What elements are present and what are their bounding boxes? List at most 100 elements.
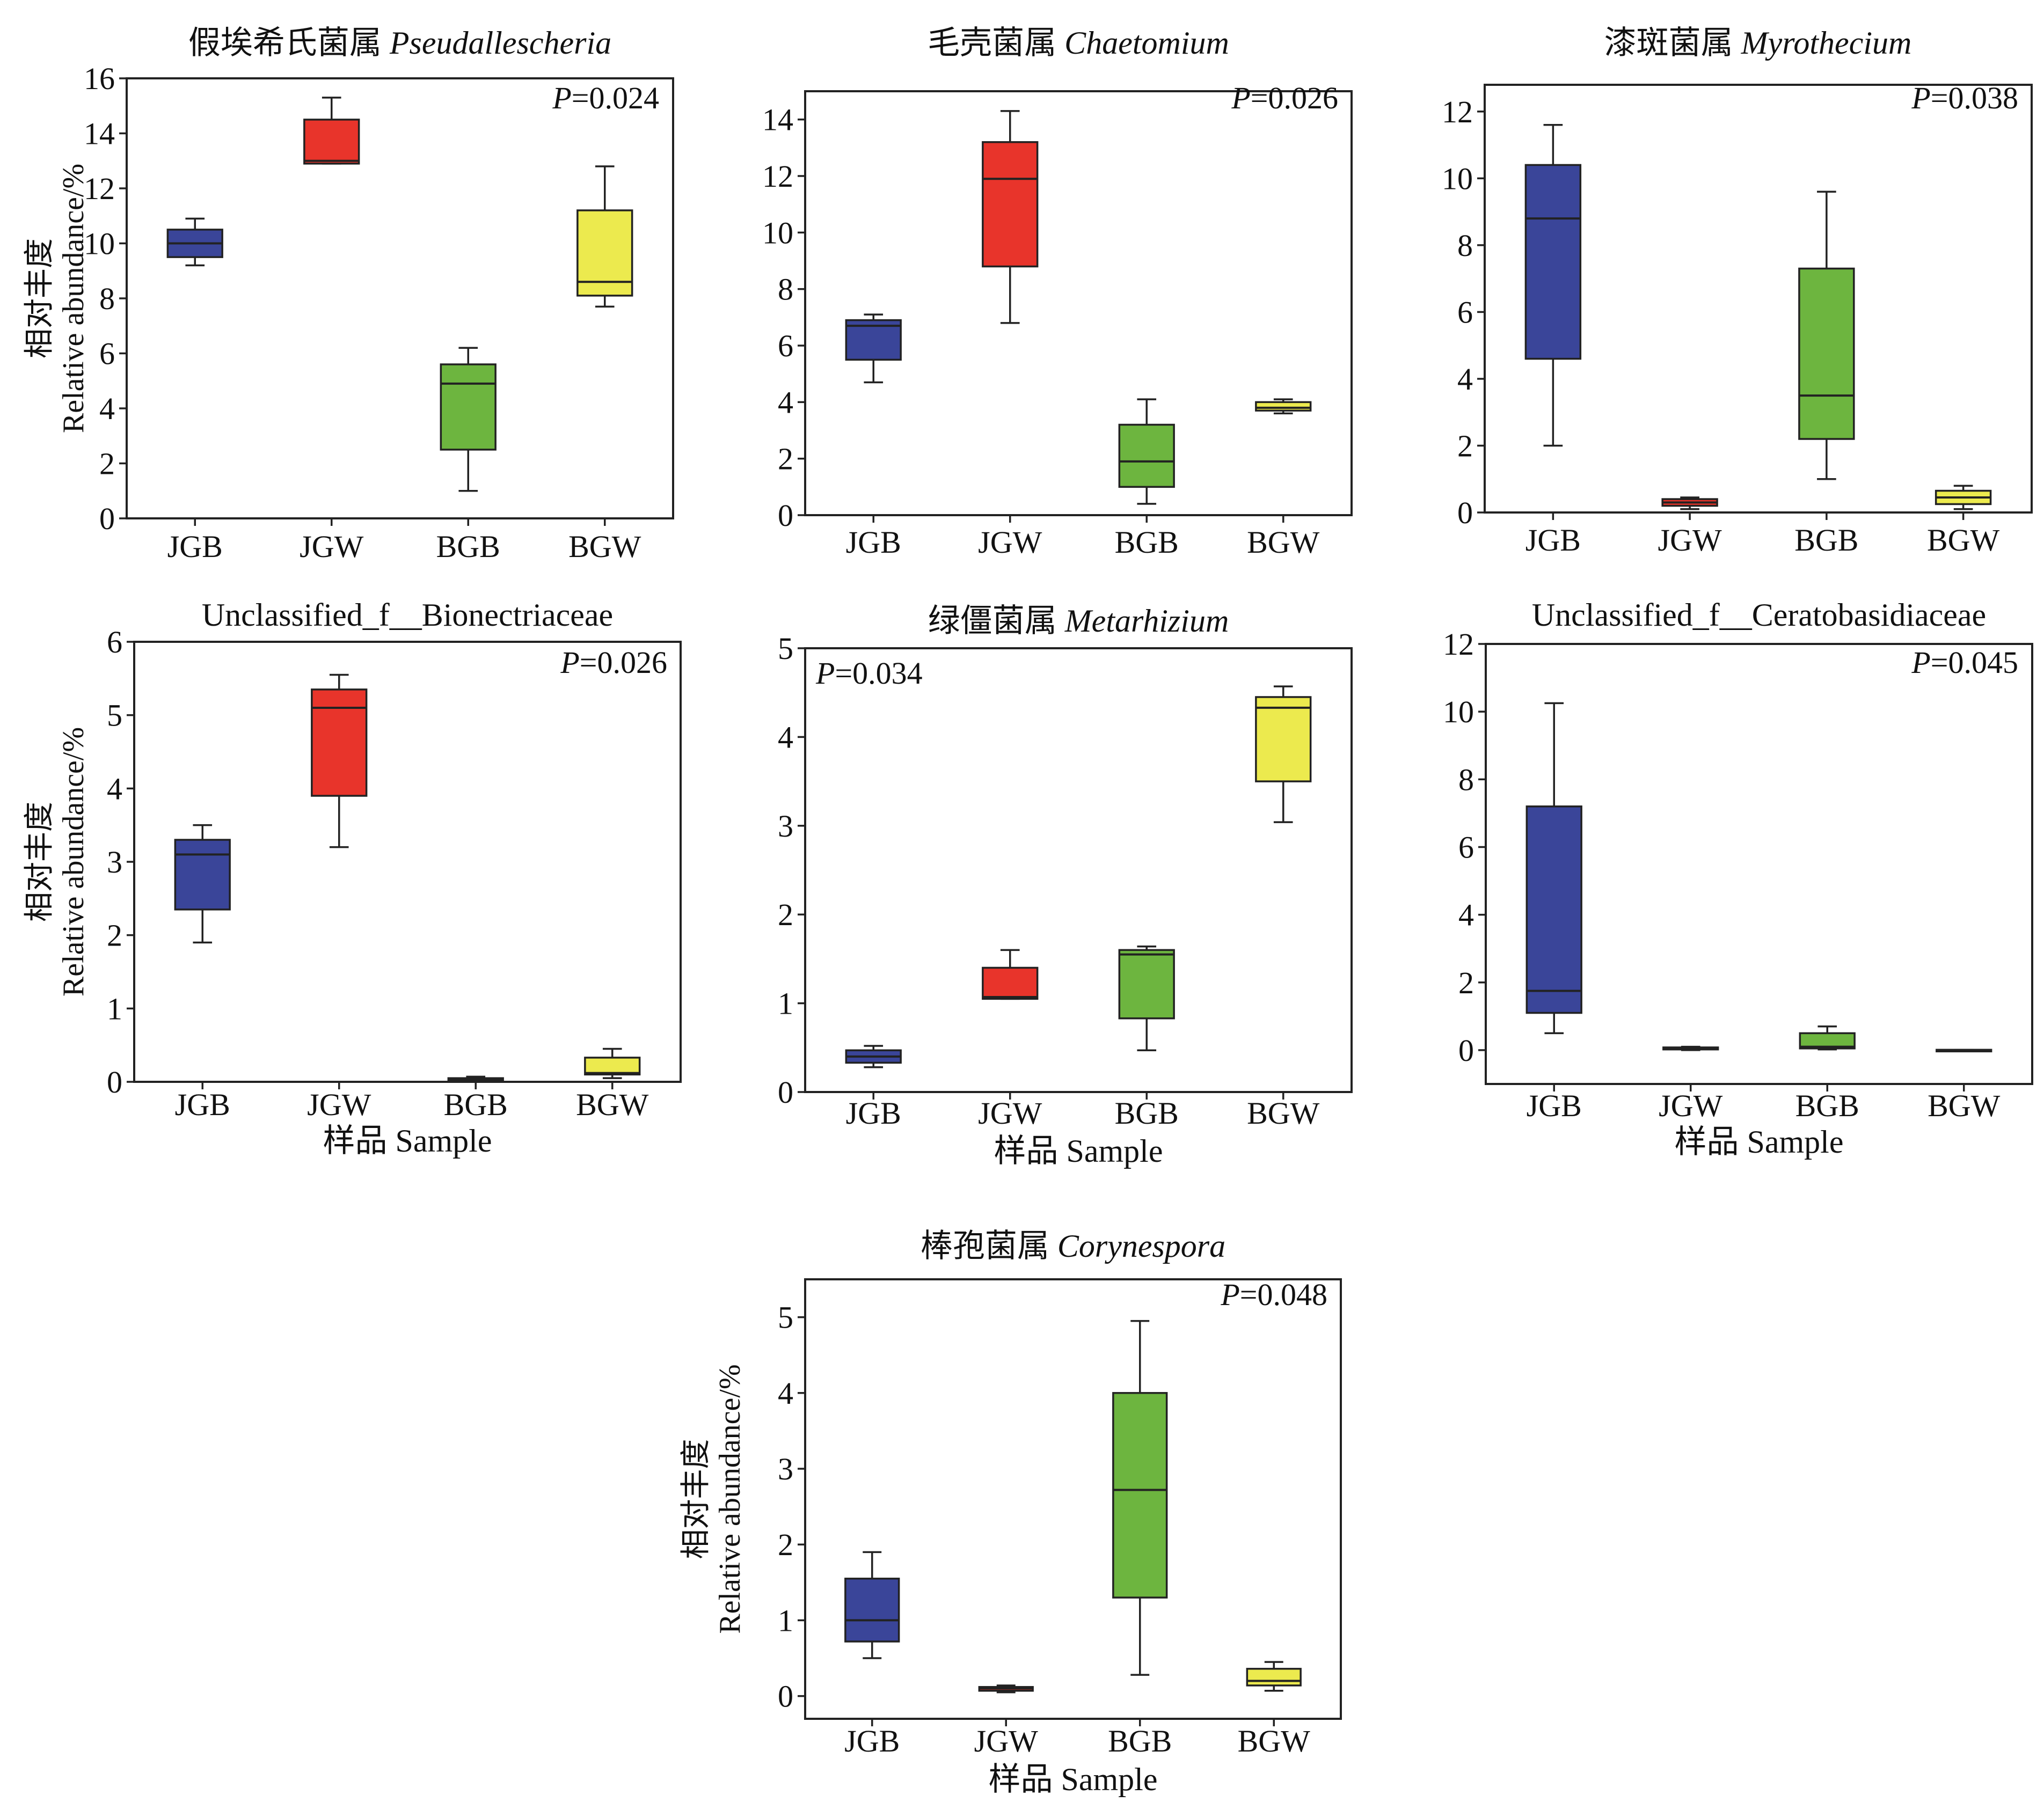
y-tick-label: 3 bbox=[778, 1452, 793, 1486]
y-tick-label: 8 bbox=[1457, 228, 1473, 263]
y-tick-label: 2 bbox=[1457, 428, 1473, 463]
y-tick-label: 6 bbox=[1457, 295, 1473, 329]
x-tick-label: BGB bbox=[1115, 1096, 1179, 1131]
y-tick-label: 8 bbox=[99, 281, 115, 316]
panel-title-cn: 漆斑菌属 bbox=[1604, 25, 1733, 61]
plot-frame bbox=[126, 77, 674, 519]
iqr-box bbox=[1118, 949, 1175, 1020]
y-axis-label-cn: 相对丰度 bbox=[23, 238, 56, 358]
x-axis-label: 样品 Sample bbox=[989, 1762, 1158, 1797]
box-bgw bbox=[1246, 1661, 1302, 1692]
box-jgw bbox=[1662, 1045, 1719, 1051]
p-symbol: P bbox=[1911, 80, 1930, 115]
panel-title: 漆斑菌属 Myrothecium bbox=[1604, 25, 1912, 61]
box-bgw bbox=[584, 1047, 641, 1079]
x-tick-label: JGW bbox=[1659, 1088, 1722, 1123]
iqr-box bbox=[440, 363, 497, 451]
y-tick-label: 1 bbox=[778, 1603, 793, 1638]
y-tick-label: 10 bbox=[1443, 694, 1474, 729]
p-value-label: P=0.024 bbox=[552, 80, 659, 115]
y-tick-label: 4 bbox=[1458, 898, 1474, 933]
y-tick-label: 0 bbox=[99, 501, 115, 536]
box-jgb bbox=[845, 1045, 902, 1068]
y-tick-label: 6 bbox=[778, 328, 793, 363]
p-symbol: P bbox=[560, 645, 579, 680]
panel-4: Unclassified_f__Bionectriaceae P=0.026 0 1 2… bbox=[23, 597, 682, 1159]
panel-title-text: Unclassified_f__Bionectriaceae bbox=[202, 597, 613, 633]
box-jgw bbox=[1661, 496, 1718, 510]
x-tick-label: JGW bbox=[307, 1087, 371, 1122]
box-jgw bbox=[303, 97, 360, 165]
x-axis-label: 样品 Sample bbox=[323, 1123, 492, 1159]
y-axis-label-cn: 相对丰度 bbox=[23, 802, 56, 922]
y-tick-label: 10 bbox=[84, 226, 115, 261]
y-axis-label-en: Relative abundance/% bbox=[57, 727, 90, 997]
y-tick-label: 10 bbox=[762, 215, 793, 250]
p-value: =0.024 bbox=[572, 80, 659, 115]
p-symbol: P bbox=[1220, 1277, 1239, 1312]
y-tick-label: 16 bbox=[84, 61, 115, 96]
iqr-box bbox=[174, 839, 231, 911]
panel-title-cn: 假埃希氏菌属 bbox=[188, 25, 382, 61]
iqr-box bbox=[982, 141, 1039, 268]
x-tick-label: JGW bbox=[978, 525, 1042, 560]
box-bgb bbox=[1118, 945, 1175, 1052]
plot-frame bbox=[804, 1278, 1342, 1720]
y-tick-label: 3 bbox=[107, 845, 122, 880]
y-tick-label: 12 bbox=[762, 159, 793, 194]
y-tick-label: 0 bbox=[1458, 1033, 1474, 1068]
p-symbol: P bbox=[815, 656, 835, 691]
x-tick-label: BGB bbox=[1794, 523, 1858, 558]
box-jgw bbox=[982, 949, 1039, 1000]
p-symbol: P bbox=[552, 80, 571, 115]
y-tick-label: 12 bbox=[84, 171, 115, 206]
panel-title-cn: 棒孢菌属 bbox=[921, 1228, 1049, 1264]
panel-title-text: Unclassified_f__Ceratobasidiaceae bbox=[1532, 597, 1986, 633]
x-tick-label: BGW bbox=[1238, 1724, 1311, 1759]
p-value: =0.045 bbox=[1931, 645, 2018, 680]
x-tick-label: JGB bbox=[844, 1724, 900, 1759]
p-value: =0.026 bbox=[580, 645, 667, 680]
y-tick-label: 8 bbox=[778, 272, 793, 307]
panel-title-latin: Metarhizium bbox=[1064, 603, 1229, 639]
y-tick-label: 12 bbox=[1443, 627, 1474, 662]
y-tick-label: 4 bbox=[99, 391, 115, 426]
y-tick-label: 3 bbox=[778, 809, 793, 844]
box-bgb bbox=[1798, 191, 1855, 480]
p-value-label: P=0.034 bbox=[815, 656, 923, 691]
p-value-label: P=0.045 bbox=[1911, 645, 2018, 680]
panel-title: 绿僵菌属 Metarhizium bbox=[928, 603, 1229, 639]
x-tick-label: BGW bbox=[568, 529, 641, 564]
y-tick-label: 2 bbox=[778, 1527, 793, 1562]
panel-1: 假埃希氏菌属 Pseudallescheria P=0.024 0 2 4 6 8 10 12 1… bbox=[23, 25, 674, 564]
x-tick-label: JGB bbox=[175, 1087, 230, 1122]
x-tick-label: JGB bbox=[1527, 1088, 1582, 1123]
iqr-box bbox=[584, 1057, 641, 1076]
plot-frame bbox=[804, 90, 1353, 516]
plot-frame bbox=[1485, 643, 2033, 1085]
p-symbol: P bbox=[1231, 80, 1250, 115]
x-tick-label: BGB bbox=[436, 529, 500, 564]
x-tick-label: JGW bbox=[1658, 523, 1722, 558]
y-tick-label: 4 bbox=[778, 1376, 793, 1411]
y-tick-label: 2 bbox=[778, 897, 793, 932]
x-tick-label: BGB bbox=[1115, 525, 1179, 560]
p-value: =0.034 bbox=[835, 656, 922, 691]
y-tick-label: 1 bbox=[107, 991, 122, 1026]
panel-title: 棒孢菌属 Corynespora bbox=[921, 1228, 1225, 1264]
iqr-box bbox=[844, 1578, 900, 1643]
x-tick-label: JGB bbox=[846, 1096, 901, 1131]
y-tick-label: 0 bbox=[778, 1075, 793, 1110]
p-value-label: P=0.048 bbox=[1220, 1277, 1327, 1312]
box-jgb bbox=[174, 824, 231, 944]
panel-title-cn: 毛壳菌属 bbox=[928, 25, 1056, 61]
panel-title-cn: 绿僵菌属 bbox=[928, 603, 1057, 639]
box-jgw bbox=[982, 110, 1039, 324]
y-tick-label: 6 bbox=[107, 625, 122, 660]
y-tick-label: 0 bbox=[1457, 495, 1473, 530]
y-tick-label: 4 bbox=[778, 720, 793, 754]
y-tick-label: 8 bbox=[1458, 762, 1474, 797]
iqr-box bbox=[1255, 401, 1312, 412]
x-tick-label: BGB bbox=[444, 1087, 508, 1122]
